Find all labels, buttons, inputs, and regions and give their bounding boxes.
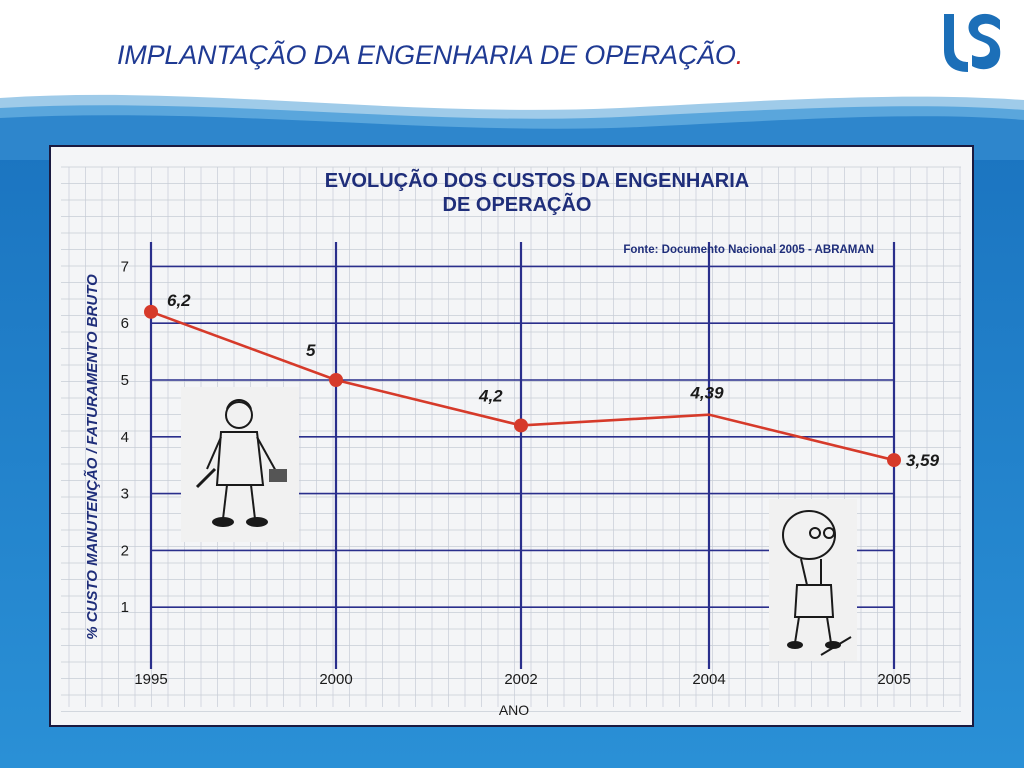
data-label: 5 (306, 341, 316, 360)
y-tick-label: 5 (121, 372, 129, 389)
worker-cartoon-icon (181, 387, 299, 542)
data-point (329, 373, 343, 387)
y-tick-label: 7 (121, 258, 129, 275)
y-tick-label: 2 (121, 542, 129, 559)
chart-source-note: Fonte: Documento Nacional 2005 - ABRAMAN (623, 244, 874, 256)
data-label: 6,2 (167, 291, 191, 310)
data-label: 4,2 (478, 386, 503, 405)
y-tick-label: 4 (121, 429, 129, 446)
engineer-cartoon-icon (769, 499, 857, 661)
y-tick-label: 3 (121, 486, 129, 503)
y-tick-label: 6 (121, 315, 129, 332)
chart-title-line-1: EVOLUÇÃO DOS CUSTOS DA ENGENHARIA (325, 169, 749, 192)
x-tick-label: 2005 (877, 671, 910, 688)
sabesp-logo-icon (944, 13, 1001, 72)
y-tick-label: 1 (121, 599, 129, 616)
x-tick-label: 2002 (504, 671, 537, 688)
x-tick-label: 2000 (319, 671, 352, 688)
line-chart: 1 2 3 4 5 6 7 1995 2000 2002 2004 2005 ANO % CUSTO MA… (61, 166, 961, 718)
chart-panel: 1 2 3 4 5 6 7 1995 2000 2002 2004 2005 ANO % CUSTO MA… (49, 145, 974, 727)
data-label: 3,59 (906, 451, 940, 470)
x-tick-label: 1995 (134, 671, 167, 688)
y-axis-title: % CUSTO MANUTENÇÃO / FATURAMENTO BRUTO (83, 274, 101, 640)
x-axis-title: ANO (499, 702, 529, 718)
data-label: 4,39 (689, 384, 724, 403)
slide-title: IMPLANTAÇÃO DA ENGENHARIA DE OPERAÇÃO. (117, 40, 744, 70)
x-tick-label: 2004 (692, 671, 725, 688)
data-point (144, 304, 158, 319)
chart-title-line-2: DE OPERAÇÃO (443, 193, 592, 216)
data-point (514, 418, 528, 433)
data-point (887, 453, 901, 468)
